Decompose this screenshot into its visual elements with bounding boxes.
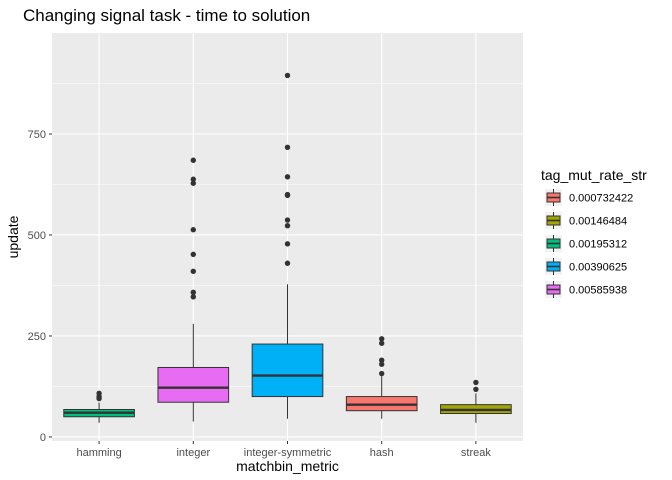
box-hamming — [63, 390, 135, 423]
legend-entry: 0.00195312 — [545, 235, 627, 252]
outlier-point — [190, 289, 196, 296]
legend-label: 0.00585938 — [569, 285, 627, 297]
outlier-point — [284, 222, 291, 229]
outlier-point — [284, 217, 291, 223]
box-body — [157, 366, 230, 403]
outlier-point — [379, 340, 385, 346]
legend-entry: 0.00146484 — [545, 212, 627, 229]
outlier-point — [190, 176, 196, 182]
legend-label: 0.00146484 — [569, 216, 627, 228]
outlier-point — [284, 72, 291, 79]
y-axis: 0 250 500 750 — [28, 129, 52, 444]
legend-entry: 0.00585938 — [545, 281, 627, 298]
x-axis: hamming integer integer-symmetric hash strea… — [76, 441, 491, 459]
legend-keys: 0.000732422 0.00146484 0.00195312 0.0039062… — [545, 189, 633, 298]
outlier-point — [284, 174, 291, 180]
chart-title: Changing signal task - time to solution — [23, 6, 310, 25]
x-axis-title: matchbin_metric — [236, 458, 339, 474]
outlier-point — [284, 241, 291, 247]
y-tick-label: 0 — [40, 432, 46, 444]
outlier-point — [96, 395, 102, 402]
legend-entry: 0.00390625 — [545, 258, 627, 275]
box-streak — [440, 379, 512, 423]
x-tick-label: integer — [176, 447, 210, 459]
legend-label: 0.00195312 — [569, 239, 627, 251]
outlier-point — [190, 251, 196, 258]
y-tick-label: 750 — [28, 129, 46, 141]
outlier-point — [284, 144, 291, 151]
outlier-point — [284, 260, 291, 266]
x-tick-label: streak — [461, 447, 491, 459]
outlier-point — [190, 227, 196, 233]
y-axis-title: update — [5, 215, 21, 258]
legend: tag_mut_rate_str 0.0007324220.001464840.… — [541, 167, 647, 298]
legend-label: 0.00390625 — [569, 262, 627, 274]
legend-title: tag_mut_rate_str — [541, 167, 647, 183]
outlier-point — [473, 379, 479, 386]
legend-label: 0.000732422 — [569, 193, 633, 205]
y-tick-label: 500 — [28, 230, 46, 242]
box-series — [63, 72, 512, 423]
outlier-point — [379, 336, 385, 342]
outlier-point — [473, 386, 479, 392]
outlier-point — [190, 268, 196, 275]
outlier-point — [190, 180, 196, 186]
legend-entry: 0.000732422 — [545, 189, 633, 206]
y-tick-label: 250 — [28, 331, 46, 343]
outlier-point — [284, 192, 291, 199]
x-tick-label: integer-symmetric — [244, 447, 332, 459]
x-tick-label: hamming — [76, 447, 121, 459]
box-hash — [345, 336, 418, 419]
outlier-point — [379, 370, 385, 377]
box-integer-symmetric — [251, 72, 324, 419]
outlier-point — [190, 157, 196, 163]
box-body — [251, 343, 324, 398]
outlier-point — [379, 357, 385, 363]
x-tick-label: hash — [370, 447, 394, 459]
box-integer — [157, 157, 230, 422]
outlier-point — [190, 294, 196, 300]
outlier-point — [379, 361, 385, 367]
